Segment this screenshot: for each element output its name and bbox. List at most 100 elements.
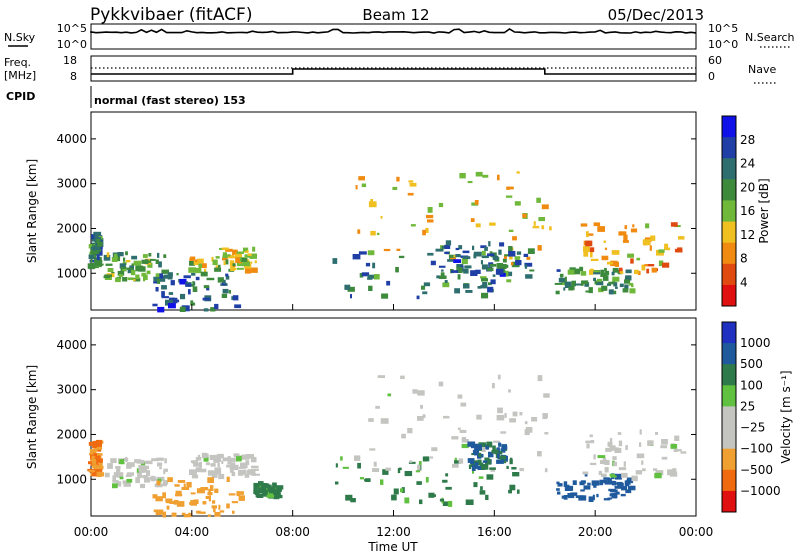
echo-cell — [504, 448, 508, 451]
echo-cell — [662, 262, 670, 268]
echo-cell — [161, 285, 167, 290]
echo-cell — [519, 412, 523, 416]
echo-cell — [579, 266, 584, 272]
x-axis-title: Time UT — [367, 540, 418, 554]
freq-tick-bottom: 8 — [70, 70, 77, 83]
colorbar-frame — [721, 115, 737, 307]
echo-cell — [412, 389, 418, 394]
echo-cell — [658, 260, 664, 267]
echo-cell — [212, 259, 218, 266]
echo-cell — [578, 495, 587, 501]
echo-cell — [269, 489, 276, 494]
echo-cell — [141, 259, 149, 264]
echo-cell — [115, 277, 121, 283]
echo-cell — [612, 267, 619, 273]
echo-cell — [112, 479, 119, 483]
colorbar-swatch — [722, 158, 736, 180]
echo-cell — [88, 469, 96, 472]
echo-cell — [506, 279, 512, 283]
echo-cell — [489, 467, 496, 470]
echo-cell — [231, 471, 236, 477]
echo-cell — [630, 228, 638, 233]
echo-cell — [482, 174, 489, 178]
echo-cell — [90, 246, 96, 251]
echo-cell — [492, 383, 495, 389]
echo-cell — [524, 421, 528, 425]
echo-cell — [618, 232, 627, 236]
echo-cell — [558, 483, 563, 487]
cpid-text: normal (fast stereo) 153 — [94, 94, 246, 107]
echo-cell — [537, 245, 542, 251]
echo-cell — [174, 484, 180, 487]
echo-cell — [442, 501, 449, 506]
echo-cell — [453, 255, 457, 258]
echo-cell — [607, 497, 612, 500]
echo-cell — [93, 246, 101, 251]
echo-cell — [340, 456, 343, 461]
echo-cell — [583, 485, 591, 490]
colorbar-swatch — [722, 343, 736, 365]
echo-cell — [143, 275, 146, 282]
echo-cell — [588, 287, 593, 294]
echo-cell — [637, 270, 641, 275]
echo-cell — [375, 405, 380, 409]
echo-cell — [501, 445, 508, 450]
echo-cell — [252, 246, 256, 252]
echo-cell — [246, 454, 254, 459]
colorbar-swatch — [722, 179, 736, 201]
echo-cell — [489, 263, 497, 267]
echo-cell — [112, 475, 116, 481]
echo-cell — [222, 257, 228, 261]
echo-cell — [431, 447, 438, 452]
echo-cell — [497, 452, 500, 459]
echo-cell — [235, 257, 243, 263]
echo-cell — [531, 417, 538, 422]
echo-cell — [508, 489, 512, 494]
echo-cell — [354, 455, 361, 461]
echo-cell — [188, 289, 191, 295]
echo-cell — [92, 244, 95, 248]
echo-cell — [179, 306, 186, 312]
echo-cell — [428, 492, 435, 498]
colorbar-tick-label: 16 — [740, 204, 755, 218]
echo-cell — [481, 292, 489, 299]
echo-cell — [358, 251, 367, 255]
echo-cell — [155, 259, 159, 264]
echo-cell — [355, 185, 358, 190]
echo-cell — [537, 451, 542, 457]
echo-region — [87, 231, 104, 270]
echo-cell — [487, 282, 492, 286]
echo-cell — [524, 264, 528, 269]
echo-cell — [627, 253, 634, 258]
echo-cell — [603, 477, 610, 480]
echo-cell — [352, 254, 361, 260]
echo-cell — [238, 470, 244, 476]
echo-cell — [181, 305, 190, 312]
echo-cell — [582, 471, 589, 475]
echo-cell — [565, 485, 574, 491]
echo-cell — [536, 197, 541, 203]
echo-cell — [177, 480, 186, 483]
echo-cell — [227, 255, 234, 259]
echo-cell — [218, 264, 221, 268]
echo-cell — [91, 473, 97, 477]
echo-cell — [138, 266, 146, 272]
echo-cell — [458, 427, 461, 430]
echo-cell — [458, 458, 464, 464]
echo-cell — [593, 454, 596, 460]
echo-cell — [506, 186, 514, 190]
echo-cell — [237, 267, 244, 270]
echo-cell — [234, 253, 242, 259]
echo-cell — [361, 183, 367, 188]
echo-cell — [451, 270, 459, 273]
echo-cell — [357, 229, 361, 234]
echo-cell — [604, 247, 608, 250]
echo-cell — [156, 480, 161, 484]
echo-cell — [572, 480, 577, 485]
velocity-panel: 1000 2000 3000 4000 Slant Range [km] 1000 50… — [25, 317, 793, 518]
echo-cell — [416, 295, 420, 300]
echo-cell — [611, 447, 619, 451]
echo-cell — [636, 257, 641, 261]
echo-cell — [625, 489, 632, 494]
echo-cell — [563, 287, 566, 291]
